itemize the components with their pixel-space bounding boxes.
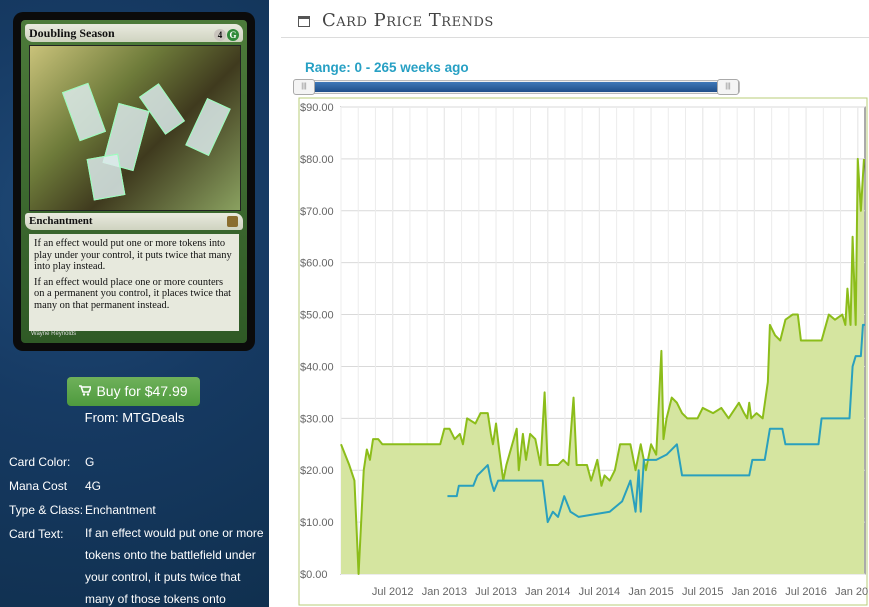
x-tick-label: Jul 2014 — [579, 586, 621, 598]
range-label: Range: 0 - 265 weeks ago — [305, 60, 469, 75]
series-area-0 — [341, 158, 864, 574]
y-tick-label: $0.00 — [300, 569, 328, 581]
generic-mana-icon: 4 — [214, 29, 226, 41]
header-divider — [281, 37, 869, 38]
y-tick-label: $60.00 — [300, 258, 334, 270]
y-tick-label: $30.00 — [300, 413, 334, 425]
set-symbol-icon — [227, 216, 238, 227]
calendar-icon — [298, 16, 310, 27]
seller-label: From: MTGDeals — [84, 410, 185, 425]
x-tick-label: Jul 2015 — [682, 586, 724, 598]
x-tick-label: Jan 2014 — [525, 586, 570, 598]
y-tick-label: $50.00 — [300, 310, 334, 322]
page-title: Card Price Trends — [322, 10, 494, 31]
x-tick-label: Jan 2013 — [422, 586, 467, 598]
y-tick-label: $40.00 — [300, 361, 334, 373]
green-mana-icon: G — [227, 29, 239, 41]
cart-icon — [79, 377, 93, 406]
x-tick-label: Jul 2012 — [372, 586, 414, 598]
x-tick-label: Jul 2016 — [785, 586, 827, 598]
y-tick-label: $90.00 — [300, 102, 334, 114]
range-slider-fill — [303, 82, 729, 92]
x-tick-label: Jul 2013 — [475, 586, 517, 598]
info-card-text-value: If an effect would put one or more token… — [85, 526, 264, 606]
y-tick-label: $80.00 — [300, 154, 334, 166]
card-artist: Wayne Reynolds — [31, 331, 77, 337]
price-chart: $0.00 $10.00 $20.00 $30.00 $40.00 $50.00 $60.0… — [298, 97, 869, 606]
range-slider[interactable]: ||| ||| — [293, 79, 740, 95]
buy-button-label: Buy for $47.99 — [96, 383, 188, 399]
x-tick-label: Jan 2016 — [732, 586, 777, 598]
series-line-1 — [447, 323, 865, 524]
y-tick-label: $10.00 — [300, 517, 334, 529]
card-type-line: Enchantment — [25, 213, 243, 230]
buy-button[interactable]: Buy for $47.99 — [67, 377, 200, 406]
x-tick-label: Jan 2017 — [835, 586, 869, 598]
x-tick-label: Jan 2015 — [628, 586, 673, 598]
card-name: Doubling Season — [29, 26, 115, 40]
range-slider-max-handle[interactable]: ||| — [717, 79, 739, 95]
card-rules-text: If an effect would put one or more token… — [29, 234, 239, 331]
card-artwork — [29, 45, 241, 211]
y-tick-label: $20.00 — [300, 465, 334, 477]
range-slider-min-handle[interactable]: ||| — [293, 79, 315, 95]
y-tick-label: $70.00 — [300, 206, 334, 218]
series-line-0 — [340, 157, 865, 575]
